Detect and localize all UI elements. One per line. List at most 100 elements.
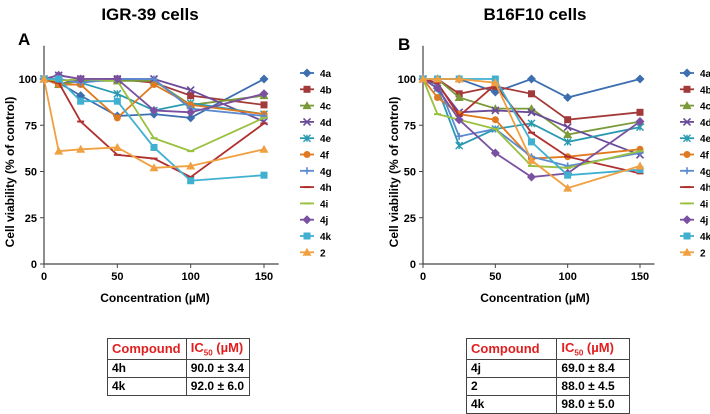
- data-point: [186, 161, 196, 170]
- y-axis-label: Cell viability (% of control): [3, 97, 17, 248]
- legend-label: 2: [320, 248, 326, 259]
- legend-item: 4b: [680, 85, 710, 96]
- legend-item: 4k: [300, 232, 332, 243]
- x-tick-label: 50: [111, 271, 123, 283]
- data-point: [150, 143, 158, 151]
- table-header: Compound IC50 (µM): [107, 338, 251, 360]
- data-point: [455, 141, 464, 150]
- legend-marker: [303, 134, 311, 143]
- legend-marker: [302, 68, 312, 78]
- legend-label: 4b: [320, 85, 332, 96]
- data-point: [432, 83, 442, 93]
- data-point: [186, 86, 195, 95]
- data-point: [433, 94, 441, 101]
- chart-canvas: IGR-39 cells A 0 25 50 75 100 0 50 100 150 Concentr…: [3, 5, 710, 305]
- legend-label: 4b: [700, 85, 710, 96]
- table-row: 4h 90.0 ± 3.4: [107, 358, 251, 378]
- legend-item: 4i: [680, 199, 709, 210]
- data-point: [113, 89, 122, 98]
- series-2: [39, 74, 269, 172]
- legend-item: 4b: [300, 85, 332, 96]
- y-tick-label: 25: [25, 213, 37, 225]
- data-point: [112, 74, 122, 84]
- legend-item: 4h: [300, 183, 332, 194]
- table-header: Compound IC50 (µM): [465, 338, 630, 360]
- header-compound: Compound: [465, 338, 558, 360]
- legend-label: 4f: [700, 151, 710, 162]
- legend-marker: [682, 101, 692, 110]
- compound-name: 4k: [465, 394, 558, 414]
- legend-marker: [682, 247, 692, 256]
- data-point: [260, 171, 268, 179]
- compound-name: 4k: [107, 376, 187, 396]
- legend-marker: [683, 134, 691, 143]
- y-tick-label: 0: [31, 259, 37, 271]
- data-point: [528, 90, 535, 98]
- legend-item: 4e: [680, 134, 710, 145]
- compound-name: 4j: [465, 358, 558, 378]
- series-2: [418, 74, 645, 192]
- y-axis-label: Cell viability (% of control): [387, 97, 401, 248]
- legend-marker: [682, 117, 692, 126]
- ic50-value: 92.0 ± 6.0: [185, 376, 251, 396]
- legend-marker: [683, 85, 691, 93]
- data-point: [527, 119, 536, 128]
- ic50-value: 69.0 ± 8.4: [556, 358, 630, 378]
- chart-title: B16F10 cells: [483, 5, 586, 24]
- legend-label: 4k: [320, 232, 332, 243]
- data-point: [259, 89, 269, 99]
- legend-item: 4d: [300, 117, 332, 129]
- data-point: [635, 161, 645, 170]
- data-point: [455, 132, 463, 140]
- legend-marker: [682, 215, 692, 225]
- legend-label: 4j: [700, 216, 709, 227]
- legend-label: 4e: [320, 134, 332, 145]
- y-tick-label: 0: [410, 259, 416, 271]
- x-tick-label: 0: [41, 271, 47, 283]
- header-ic50: IC50 (µM): [185, 338, 251, 360]
- legend-item: 4f: [300, 151, 330, 162]
- legend-label: 4h: [700, 183, 710, 194]
- ic50-value: 88.0 ± 4.5: [556, 376, 630, 396]
- legend-label: 4g: [700, 167, 710, 178]
- data-point: [527, 74, 536, 84]
- y-tick-label: 25: [404, 213, 416, 225]
- legend-marker: [302, 117, 312, 126]
- data-point: [563, 137, 572, 146]
- x-tick-label: 0: [420, 271, 426, 283]
- data-point: [636, 166, 644, 174]
- legend-item: 4c: [300, 101, 332, 113]
- legend-marker: [303, 232, 311, 240]
- data-point: [454, 115, 464, 125]
- x-tick-label: 150: [255, 271, 273, 283]
- legend-label: 4a: [700, 69, 710, 80]
- y-tick-label: 50: [25, 167, 37, 179]
- data-point: [527, 172, 536, 182]
- legend-item: 4e: [300, 134, 332, 145]
- data-point: [54, 146, 64, 155]
- legend-item: 4a: [300, 68, 332, 80]
- data-point: [260, 101, 268, 109]
- series-line: [43, 78, 265, 169]
- legend-marker: [302, 101, 312, 110]
- legend-marker: [302, 215, 312, 225]
- data-point: [564, 171, 572, 179]
- legend-marker: [683, 232, 691, 240]
- data-point: [527, 108, 536, 117]
- header-compound: Compound: [107, 338, 187, 360]
- legend-label: 4i: [700, 199, 709, 210]
- data-point: [76, 144, 86, 153]
- ic50-value: 98.0 ± 5.0: [556, 394, 630, 414]
- legend-label: 4a: [320, 69, 332, 80]
- data-point: [491, 82, 499, 90]
- data-point: [491, 116, 499, 124]
- y-tick-label: 75: [25, 120, 37, 132]
- legend-label: 4c: [700, 102, 710, 113]
- legend-label: 4g: [320, 167, 332, 178]
- chart-panel-B: B16F10 cells B 0 25 50 75 100 0 50 100 150 Concentr…: [387, 5, 710, 305]
- x-tick-label: 50: [489, 271, 501, 283]
- data-point: [186, 113, 196, 123]
- data-point: [150, 81, 158, 89]
- legend-marker: [683, 167, 691, 175]
- data-point: [528, 138, 535, 146]
